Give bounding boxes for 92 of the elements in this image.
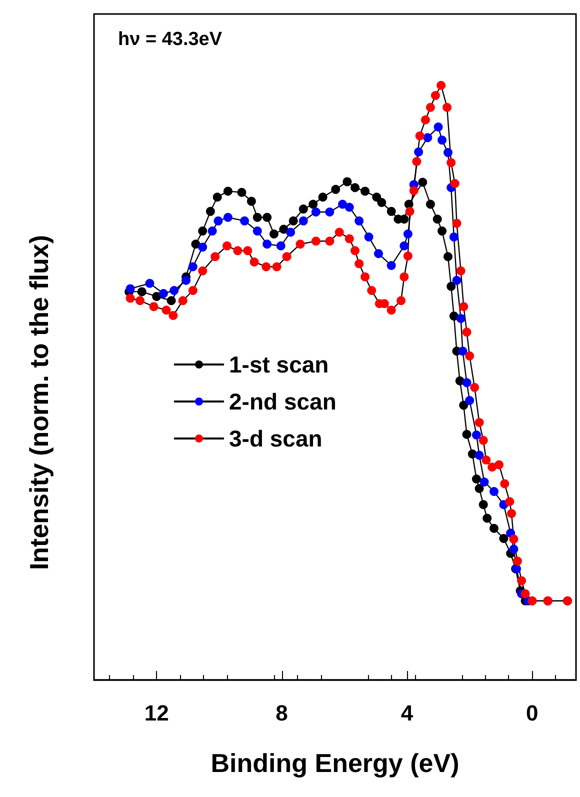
point [126,284,135,294]
point [286,228,296,237]
y-axis-title: Intensity (norm. to the flux) [24,234,54,570]
point [456,314,466,323]
point [214,216,223,226]
point [208,226,217,236]
point [462,378,472,388]
point [298,204,308,214]
point [252,226,262,236]
point [374,249,384,258]
point [246,196,256,206]
point [206,206,215,216]
point [308,200,318,209]
point [474,450,484,460]
text: hν = 43.3eV [118,29,222,50]
point [386,261,396,270]
point [414,147,424,156]
point [459,400,468,410]
point [191,240,200,249]
point [438,226,447,236]
point [262,240,272,249]
point [298,216,308,226]
point [223,186,232,196]
point [344,202,354,212]
point [499,534,508,543]
point [152,292,162,301]
x-tick-label: 0 [526,700,538,726]
point [403,230,412,239]
point [170,286,179,296]
point [423,133,432,142]
point [223,212,232,222]
point [237,188,246,197]
point [458,346,468,356]
point [465,396,474,406]
point [288,216,298,226]
point [446,282,456,291]
point [480,477,489,486]
legend-label: 2-nd scan [229,388,336,414]
point [360,186,370,196]
point [452,276,462,285]
point [426,200,435,209]
point [490,487,498,496]
point [449,312,458,321]
point [269,230,278,239]
point [478,500,488,510]
point [509,544,518,554]
point [311,208,320,217]
x-tick-label: 4 [400,700,414,726]
point [137,287,146,296]
point [279,224,288,234]
point [262,212,272,222]
point [342,177,352,186]
point [490,524,498,533]
point [432,214,442,224]
point [472,474,481,484]
legend-label: 1-st scan [229,352,329,378]
point [449,232,458,242]
x-axis-title: Binding Energy (eV) [210,748,460,778]
point [188,262,198,272]
point [158,288,168,298]
point [166,296,176,306]
point [372,192,382,202]
point [444,148,452,158]
point [182,276,191,285]
legend-label: 3-d scan [229,426,322,452]
point [198,242,208,252]
point [434,122,443,132]
point [198,226,208,236]
point [325,208,334,217]
point [462,430,472,439]
point [350,183,360,192]
x-tick-label: 8 [276,700,288,726]
point [418,178,428,187]
point [472,430,481,440]
point [482,514,492,523]
point [400,241,409,250]
point [276,241,286,250]
point [331,184,340,194]
point [354,216,364,226]
point [252,212,262,222]
point [444,252,452,262]
point [212,192,222,202]
point [364,232,374,242]
point [338,200,348,209]
point [318,192,328,202]
point [145,278,154,288]
x-tick-label: 12 [144,700,169,726]
point [377,198,386,207]
point [240,216,250,226]
point [474,484,484,494]
point [386,206,396,216]
point [438,136,447,145]
